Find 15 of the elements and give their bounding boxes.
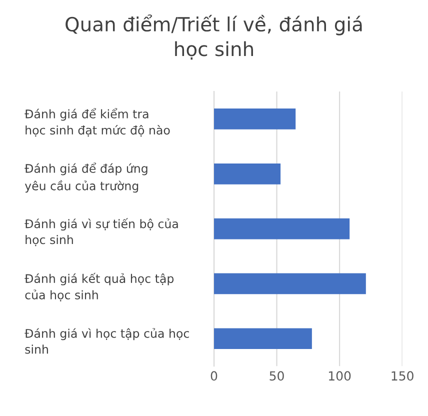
bar xyxy=(214,108,296,130)
bar xyxy=(214,163,281,184)
x-tick-label: 0 xyxy=(210,371,218,381)
bar xyxy=(214,218,350,240)
chart-title: Quan điểm/Triết lí về, đánh giá học sinh xyxy=(66,14,362,60)
y-tick-label: Đánh giá để đáp ứng yêu cầu của trường xyxy=(24,162,148,193)
x-tick-label: 150 xyxy=(392,371,414,381)
bar xyxy=(214,328,312,350)
y-tick-label: Đánh giá vì sự tiến bộ của học sinh xyxy=(24,218,178,246)
y-tick-label: Đánh giá vì học tập của học sinh xyxy=(24,328,189,354)
y-tick-label: Đánh giá kết quả học tập của học sinh xyxy=(24,272,174,302)
bar xyxy=(214,273,366,294)
y-tick-label: Đánh giá để kiểm tra học sinh đạt mức độ nào xyxy=(24,108,170,137)
x-tick-label: 50 xyxy=(270,371,284,381)
x-tick-label: 100 xyxy=(328,371,351,381)
